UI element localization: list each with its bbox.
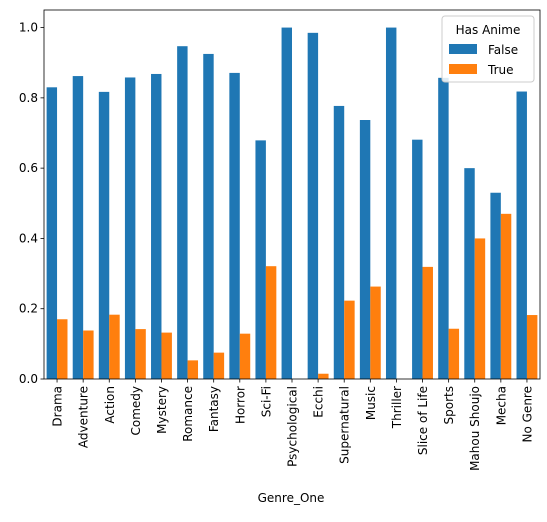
x-tick-label: Sci-Fi [259,386,273,417]
bar-true-music [370,286,381,379]
x-tick-label: Fantasy [207,386,221,432]
x-tick-label: Horror [233,386,247,424]
legend-swatch-false [449,44,477,54]
bar-false-psychological [281,27,292,379]
bar-true-mahou-shoujo [474,238,486,379]
bars-group [46,27,538,380]
legend-swatch-true [449,64,477,74]
bar-false-mecha [490,192,501,379]
legend-label-false: False [488,43,518,57]
bar-true-drama [57,319,68,379]
bar-false-music [359,120,371,379]
bar-false-adventure [72,76,84,379]
bar-true-sci-fi [265,266,277,379]
x-tick-label: Action [103,386,117,424]
bar-true-no-genre [526,315,538,379]
bar-true-comedy [135,329,146,379]
bar-true-romance [187,360,199,379]
bar-false-ecchi [307,32,319,380]
bar-true-slice-of-life [422,266,433,379]
bar-true-horror [239,333,251,379]
bar-true-action [109,314,120,379]
y-tick-label: 1.0 [19,21,38,35]
y-tick-label: 0.4 [19,231,38,245]
x-tick-label: Romance [181,386,195,442]
bar-true-fantasy [213,352,225,379]
bar-false-mystery [151,73,162,380]
y-tick-label: 0.0 [19,372,38,386]
bar-false-sci-fi [255,140,266,379]
bar-true-supernatural [344,300,355,379]
legend: Has Anime False True [441,15,535,83]
axes-group: 0.0 0.2 0.4 0.6 0.8 1.0 Drama Adventure Action Co… [19,9,541,471]
legend-label-true: True [487,63,514,77]
x-tick-label: Thriller [390,386,404,429]
legend-title: Has Anime [456,23,521,37]
bar-true-adventure [83,330,94,379]
x-tick-label: Mahou Shoujo [468,386,482,471]
bar-false-romance [177,46,188,379]
y-tick-label: 0.6 [19,161,38,175]
bar-false-supernatural [333,105,345,379]
y-tick-label: 0.2 [19,302,38,316]
x-tick-label: Slice of Life [416,386,430,455]
x-tick-label: Sports [442,386,456,424]
x-tick-label: Psychological [286,386,300,467]
bar-false-action [98,91,110,379]
x-tick-label: No Genre [520,386,534,442]
bar-false-no-genre [516,91,527,379]
x-axis-title: Genre_One [258,491,325,505]
bar-false-sports [438,77,449,379]
bar-true-mecha [500,213,512,379]
x-tick-label: Mystery [155,386,169,434]
bar-false-fantasy [203,53,214,380]
x-tick-label: Adventure [77,386,91,448]
bar-false-horror [229,72,240,379]
x-tick-label: Supernatural [338,386,352,464]
x-tick-label: Comedy [129,386,143,436]
x-tick-label: Ecchi [312,386,326,418]
bar-true-sports [448,328,460,379]
x-tick-label: Drama [51,386,65,427]
x-tick-label: Music [364,386,378,420]
y-tick-label: 0.8 [19,91,38,105]
x-tick-label: Mecha [494,386,508,425]
bar-false-mahou-shoujo [464,168,475,379]
bar-false-slice-of-life [412,139,423,379]
bar-false-drama [46,87,58,379]
bar-false-comedy [124,77,136,379]
bar-true-mystery [161,332,172,379]
bar-true-ecchi [318,373,329,379]
bar-false-thriller [385,27,397,379]
